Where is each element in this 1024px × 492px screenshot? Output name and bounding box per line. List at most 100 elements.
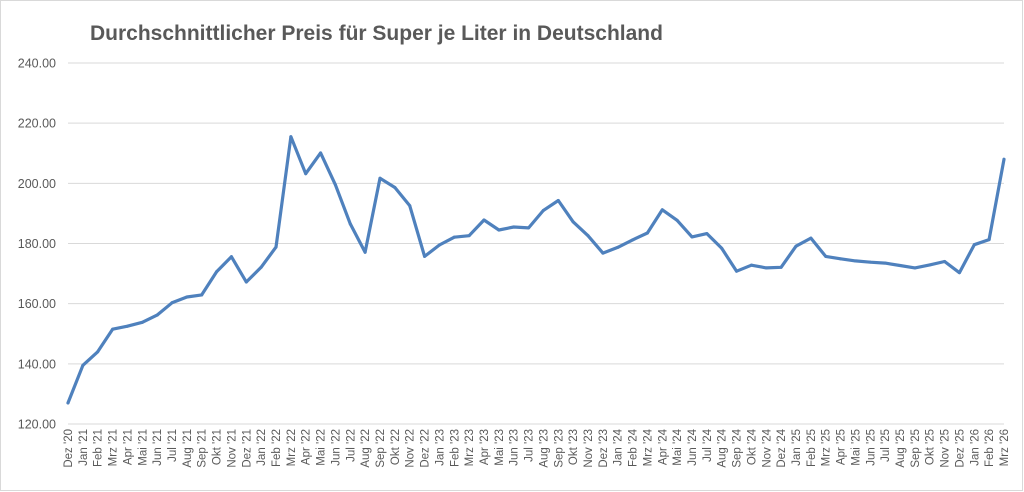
- x-tick-label: Mrz '24: [642, 428, 654, 466]
- data-point: [645, 231, 649, 235]
- data-point: [868, 260, 872, 264]
- data-point: [155, 313, 159, 317]
- data-point: [1002, 157, 1006, 161]
- x-tick-label: Aug '22: [360, 429, 372, 468]
- data-point: [601, 251, 605, 255]
- x-tick-label: Jul '21: [167, 429, 179, 462]
- data-point: [631, 238, 635, 242]
- data-point: [304, 172, 308, 176]
- x-tick-label: Jan '22: [256, 429, 268, 466]
- data-points: [66, 135, 1006, 405]
- data-point: [586, 234, 590, 238]
- data-point: [972, 243, 976, 247]
- data-point: [200, 293, 204, 297]
- data-point: [556, 198, 560, 202]
- x-tick-label: Sep '24: [732, 428, 744, 467]
- x-tick-label: Mai '24: [672, 428, 684, 465]
- data-point: [735, 269, 739, 273]
- x-tick-label: Jun '25: [865, 429, 877, 466]
- x-tick-label: Aug '23: [538, 429, 550, 468]
- x-tick-label: Aug '25: [895, 429, 907, 468]
- x-tick-label: Jun '22: [330, 429, 342, 466]
- x-tick-label: Dez '23: [598, 429, 610, 468]
- data-point: [423, 254, 427, 258]
- x-tick-label: Apr '25: [836, 429, 848, 465]
- x-tick-label: Apr '23: [479, 429, 491, 465]
- chart-title: Durchschnittlicher Preis für Super je Li…: [90, 22, 663, 45]
- data-point: [675, 218, 679, 222]
- data-point: [824, 254, 828, 258]
- x-tick-label: Sep '25: [910, 429, 922, 468]
- x-tick-label: Okt '24: [746, 428, 758, 465]
- data-point: [408, 204, 412, 208]
- y-tick-label: 140.00: [18, 357, 56, 371]
- x-tick-label: Jul '23: [524, 429, 536, 462]
- data-point: [289, 135, 293, 139]
- data-point: [125, 324, 129, 328]
- data-point: [749, 263, 753, 267]
- x-tick-label: Jan '23: [434, 429, 446, 466]
- x-tick-label: Jul '25: [880, 429, 892, 462]
- y-tick-label: 120.00: [18, 418, 56, 432]
- x-tick-label: Sep '22: [375, 429, 387, 468]
- x-tick-label: Feb '22: [271, 429, 283, 467]
- y-tick-label: 160.00: [18, 297, 56, 311]
- data-point: [66, 401, 70, 405]
- data-point: [378, 176, 382, 180]
- x-tick-label: Jan '24: [613, 428, 625, 465]
- data-point: [541, 208, 545, 212]
- y-tick-label: 180.00: [18, 237, 56, 251]
- x-tick-label: Aug '21: [182, 429, 194, 468]
- data-point: [779, 265, 783, 269]
- data-point: [809, 236, 813, 240]
- x-tick-label: Nov '21: [226, 429, 238, 468]
- data-point: [274, 245, 278, 249]
- x-tick-label: Jul '22: [345, 429, 357, 462]
- data-point: [81, 363, 85, 367]
- x-tick-label: Feb '23: [449, 429, 461, 467]
- data-point: [215, 270, 219, 274]
- data-point: [883, 261, 887, 265]
- x-tick-label: Mai '25: [850, 429, 862, 466]
- data-point: [660, 208, 664, 212]
- y-tick-label: 240.00: [18, 57, 56, 71]
- x-tick-label: Jan '25: [791, 429, 803, 466]
- x-tick-label: Apr '22: [301, 429, 313, 465]
- x-tick-label: Okt '22: [390, 429, 402, 465]
- x-tick-label: Nov '22: [405, 429, 417, 468]
- data-point: [913, 266, 917, 270]
- x-tick-label: Jul '24: [702, 428, 714, 461]
- x-tick-label: Feb '24: [628, 428, 640, 467]
- data-point: [393, 186, 397, 190]
- data-point: [363, 250, 367, 254]
- data-point: [705, 232, 709, 236]
- x-tick-label: Mai '23: [494, 429, 506, 466]
- x-tick-label: Apr '21: [122, 429, 134, 465]
- data-point: [348, 222, 352, 226]
- data-point: [244, 280, 248, 284]
- x-tick-label: Okt '23: [568, 429, 580, 465]
- x-tick-label: Mai '21: [137, 429, 149, 466]
- x-tick-label: Feb '21: [93, 429, 105, 467]
- data-point: [853, 259, 857, 263]
- data-point: [512, 225, 516, 229]
- series-line-layer: [66, 135, 1006, 405]
- data-point: [452, 235, 456, 239]
- data-point: [527, 226, 531, 230]
- x-tick-label: Jun '24: [687, 428, 699, 465]
- data-point: [794, 244, 798, 248]
- x-tick-label: Nov '23: [583, 429, 595, 468]
- x-tick-label: Dez '25: [954, 429, 966, 468]
- x-tick-label: Jan '21: [78, 429, 90, 466]
- data-point: [898, 263, 902, 267]
- x-tick-label: Dez '24: [776, 428, 788, 467]
- x-tick-label: Jan '26: [969, 429, 981, 466]
- data-point: [333, 183, 337, 187]
- data-point: [111, 327, 115, 331]
- data-point: [839, 257, 843, 261]
- x-tick-label: Aug '24: [717, 428, 729, 467]
- x-tick-label: Mai '22: [316, 429, 328, 466]
- data-point: [497, 228, 501, 232]
- data-point: [764, 266, 768, 270]
